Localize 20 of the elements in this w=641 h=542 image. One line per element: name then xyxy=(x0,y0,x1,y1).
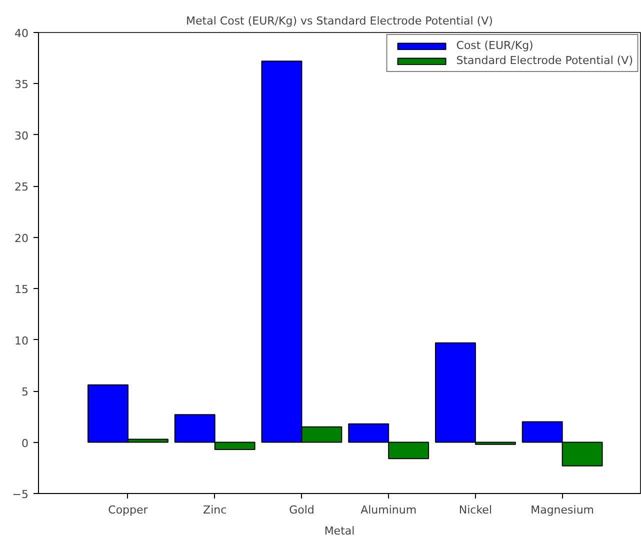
x-tick-label: Copper xyxy=(108,504,148,516)
y-tick-label: 40 xyxy=(14,27,29,40)
x-axis-title: Metal xyxy=(324,524,355,538)
x-tick-label: Gold xyxy=(289,504,314,516)
x-tick-label: Aluminum xyxy=(360,504,417,516)
y-tick-label: 15 xyxy=(14,283,29,296)
x-tick-label: Magnesium xyxy=(530,504,594,516)
x-tick-label: Nickel xyxy=(458,504,492,516)
y-tick-label: 10 xyxy=(14,334,29,348)
chart-title: Metal Cost (EUR/Kg) vs Standard Electrode Potential (V) xyxy=(186,14,493,28)
y-tick-label: 25 xyxy=(14,180,29,194)
y-tick-label: 35 xyxy=(14,78,29,92)
y-tick-label: 0 xyxy=(22,436,28,450)
legend-label: Standard Electrode Potential (V) xyxy=(456,54,633,67)
legend-label: Cost (EUR/Kg) xyxy=(456,39,534,52)
y-tick-label: 5 xyxy=(22,386,28,399)
y-tick-label: 20 xyxy=(14,232,29,245)
y-tick-label: −5 xyxy=(12,488,29,501)
x-tick-label: Zinc xyxy=(203,504,227,516)
y-tick-label: 30 xyxy=(14,129,29,142)
